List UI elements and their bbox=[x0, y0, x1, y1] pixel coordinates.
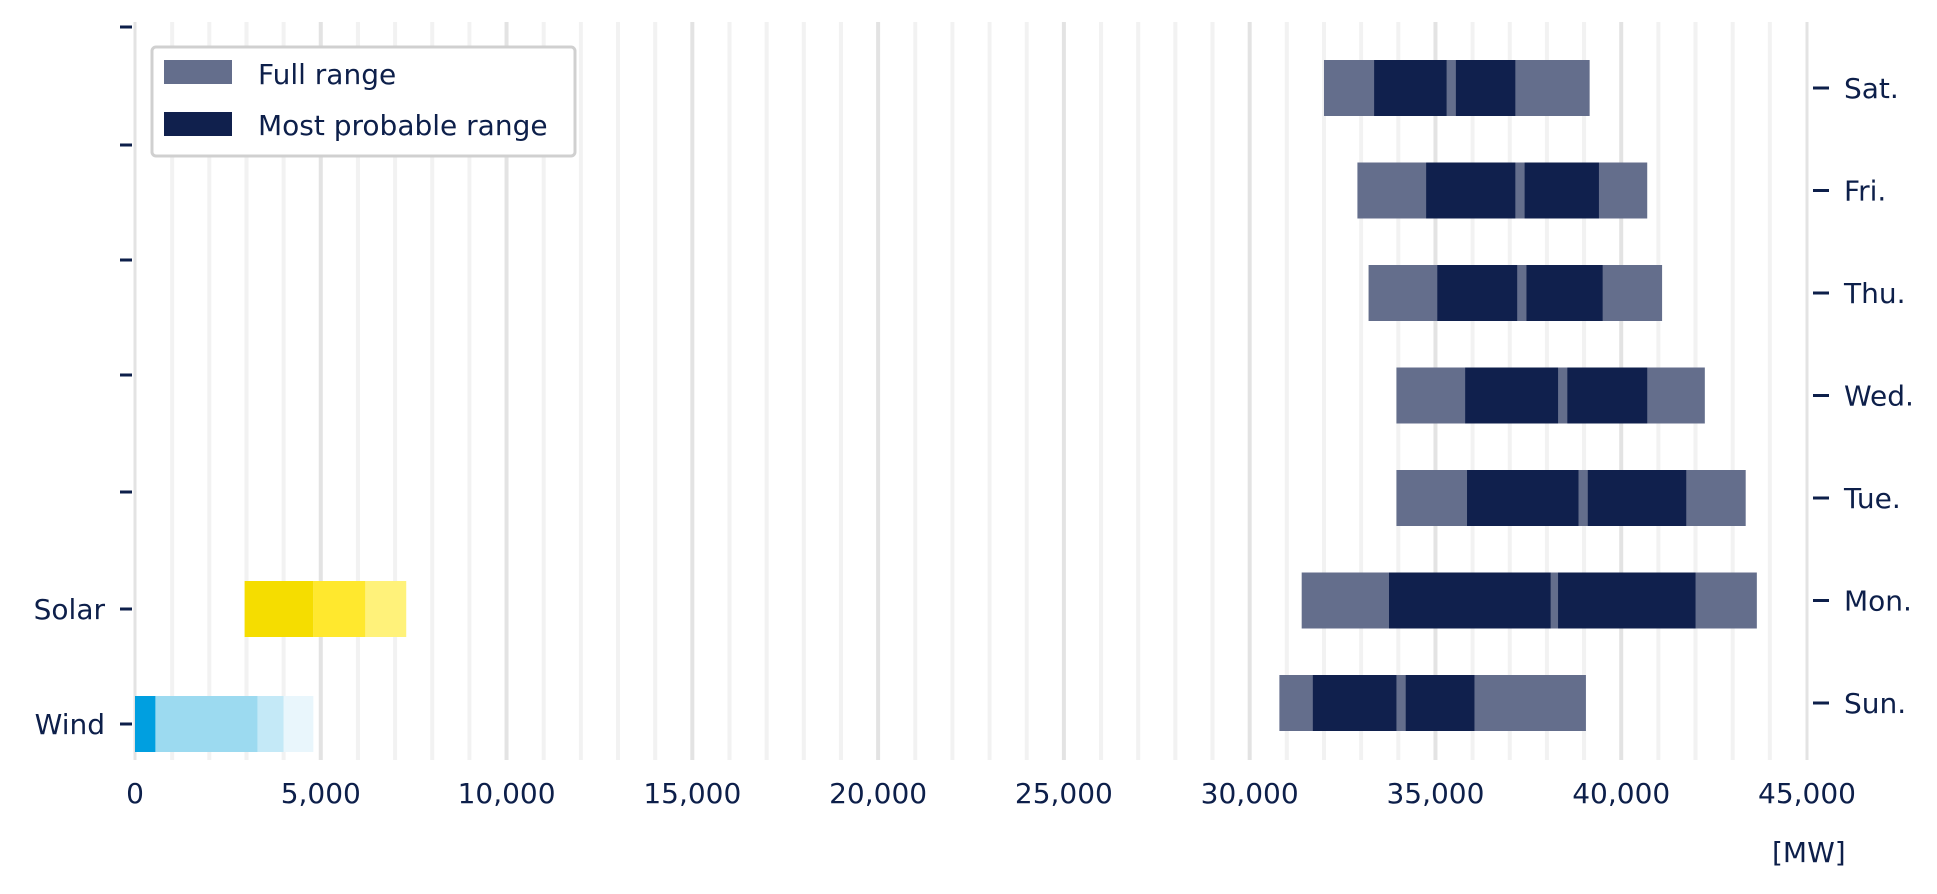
day-label: Mon. bbox=[1844, 585, 1912, 618]
wind-range-bar bbox=[283, 696, 314, 752]
source-label: Solar bbox=[34, 593, 106, 626]
source-label: Wind bbox=[35, 708, 105, 741]
most-probable-bar bbox=[1405, 675, 1475, 731]
wind-range-bar bbox=[155, 696, 258, 752]
day-label: Fri. bbox=[1844, 175, 1886, 208]
x-tick-label: 20,000 bbox=[829, 777, 927, 810]
x-tick-label: 25,000 bbox=[1015, 777, 1113, 810]
legend-swatch-full-range bbox=[164, 60, 232, 84]
most-probable-bar bbox=[1389, 572, 1551, 629]
x-tick-label: 30,000 bbox=[1201, 777, 1299, 810]
day-label: Thu. bbox=[1843, 277, 1906, 310]
most-probable-bar bbox=[1437, 265, 1518, 321]
x-tick-label: 35,000 bbox=[1386, 777, 1484, 810]
wind-range-bar bbox=[257, 696, 284, 752]
x-tick-label: 10,000 bbox=[458, 777, 556, 810]
most-probable-bar bbox=[1455, 60, 1516, 116]
legend-label-most-probable-range: Most probable range bbox=[258, 109, 548, 142]
legend-box bbox=[150, 45, 577, 158]
axes-layer: 0 5,000 10,000 15,000 20,000 25,000 30,000 35,0… bbox=[34, 25, 1914, 810]
most-probable-bar bbox=[1558, 572, 1696, 629]
wind-range-bar bbox=[135, 696, 156, 752]
x-tick-label: 45,000 bbox=[1758, 777, 1856, 810]
bars-layer bbox=[135, 60, 1757, 752]
legend-label-full-range: Full range bbox=[258, 58, 396, 91]
most-probable-bar bbox=[1465, 367, 1559, 424]
x-tick-label: 15,000 bbox=[643, 777, 741, 810]
most-probable-bar bbox=[1426, 162, 1516, 219]
solar-range-bar bbox=[244, 581, 314, 637]
solar-range-bar bbox=[365, 581, 407, 637]
x-tick-label: 5,000 bbox=[281, 777, 361, 810]
most-probable-bar bbox=[1467, 470, 1579, 526]
most-probable-bar bbox=[1312, 675, 1397, 731]
x-tick-label: 40,000 bbox=[1572, 777, 1670, 810]
day-label: Tue. bbox=[1843, 482, 1901, 515]
legend: Full range Most probable range bbox=[150, 45, 577, 158]
legend-swatch-most-probable-range bbox=[164, 112, 232, 136]
most-probable-bar bbox=[1524, 162, 1599, 219]
solar-range-bar bbox=[313, 581, 366, 637]
x-tick-label: 0 bbox=[126, 777, 144, 810]
day-label: Wed. bbox=[1844, 380, 1914, 413]
most-probable-bar bbox=[1374, 60, 1447, 116]
day-label: Sun. bbox=[1844, 687, 1906, 720]
day-label: Sat. bbox=[1844, 72, 1899, 105]
x-axis-unit-label: [MW] bbox=[1772, 836, 1846, 869]
most-probable-bar bbox=[1567, 367, 1648, 424]
most-probable-bar bbox=[1526, 265, 1603, 321]
most-probable-bar bbox=[1587, 470, 1687, 526]
